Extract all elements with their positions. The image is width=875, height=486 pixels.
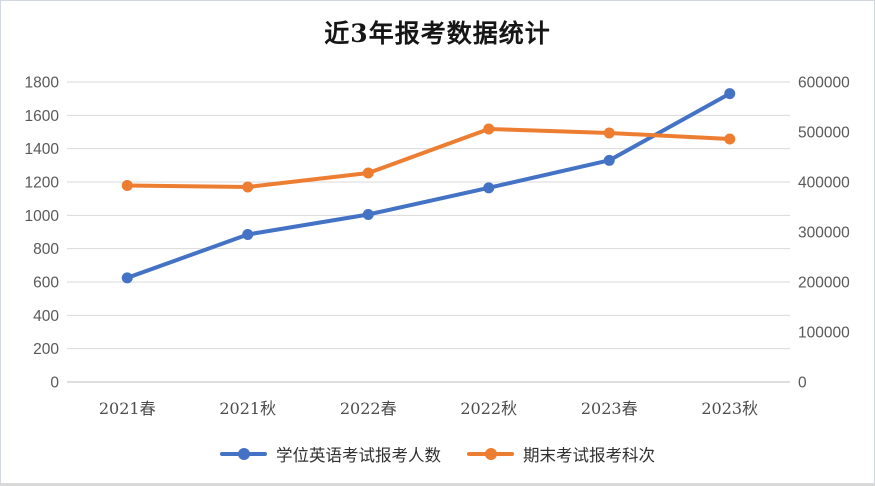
legend-item-degree-english-applicants: 学位英语考试报考人数 (220, 442, 441, 466)
series-marker-0 (483, 182, 495, 194)
series-line-1 (125, 127, 732, 189)
left-axis-tick-label: 400 (33, 308, 59, 325)
x-axis-category-label: 2021春 (99, 399, 156, 418)
x-axis-category-label: 2023春 (581, 399, 638, 418)
x-axis-category-label: 2021秋 (219, 399, 276, 418)
left-axis-tick-label: 1600 (25, 108, 60, 125)
right-axis-tick-label: 300000 (798, 225, 850, 242)
right-axis-tick-label: 600000 (798, 75, 850, 92)
legend-line-marker-icon (220, 448, 267, 460)
right-axis-tick-label: 200000 (798, 275, 850, 292)
chart-svg: 0 200 400 600 800 1000 1200 1400 1600 1800 0 100000… (25, 75, 851, 419)
chart-legend: 学位英语考试报考人数 期末考试报考科次 (1, 442, 874, 466)
series-marker-1 (362, 167, 374, 179)
series-marker-0 (121, 272, 133, 284)
legend-label: 期末考试报考科次 (523, 446, 655, 465)
left-axis-tick-label: 1400 (25, 141, 60, 158)
series-marker-1 (483, 123, 495, 135)
right-axis-tick-label: 100000 (798, 325, 850, 342)
right-axis-tick-label: 500000 (798, 125, 850, 142)
chart-title: 近3年报考数据统计 (324, 19, 551, 48)
legend-label: 学位英语考试报考人数 (276, 446, 441, 465)
left-axis-tick-label: 0 (50, 375, 59, 392)
right-axis-tick-label: 0 (798, 375, 807, 392)
legend-marker-dot-icon (484, 448, 497, 460)
series-marker-0 (724, 88, 736, 100)
x-axis-category-label: 2023秋 (701, 399, 758, 418)
series-line-0 (125, 91, 732, 280)
left-axis-tick-label: 200 (33, 341, 59, 358)
legend-item-final-exam-registrations: 期末考试报考科次 (467, 442, 655, 466)
left-axis-tick-label: 1800 (25, 75, 60, 92)
left-axis-tick-label: 1200 (25, 175, 60, 192)
legend-marker-dot-icon (237, 448, 250, 460)
x-axis-category-label: 2022秋 (460, 399, 517, 418)
left-axis-tick-label: 1000 (25, 208, 60, 225)
series-marker-1 (603, 127, 615, 139)
x-axis-category-label: 2022春 (340, 399, 397, 418)
series-marker-0 (242, 229, 254, 240)
series-marker-1 (724, 133, 736, 145)
series-marker-0 (362, 209, 374, 220)
series-marker-0 (603, 154, 615, 166)
right-axis-tick-label: 400000 (798, 175, 850, 192)
legend-line-marker-icon (467, 448, 514, 460)
series-marker-1 (121, 180, 133, 191)
left-axis-tick-label: 600 (33, 275, 59, 292)
left-axis-tick-label: 800 (33, 241, 59, 258)
series-marker-1 (242, 181, 254, 193)
